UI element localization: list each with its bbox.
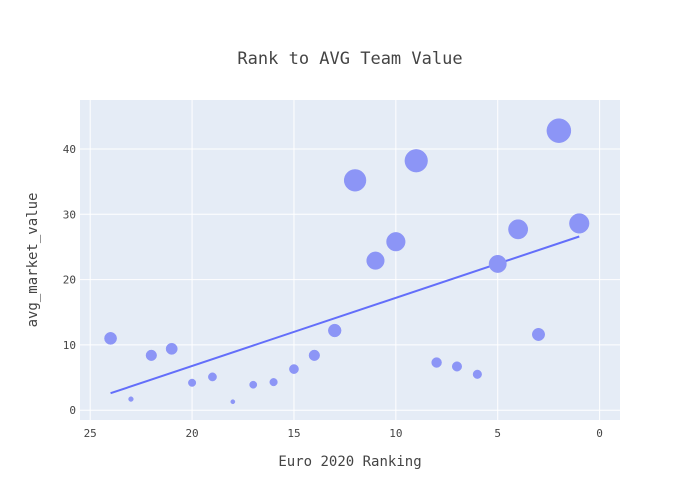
scatter-point <box>508 219 529 240</box>
plot-area <box>80 100 620 420</box>
scatter-point <box>328 323 342 338</box>
scatter-point <box>343 169 367 192</box>
y-tick-label: 40 <box>63 143 76 156</box>
scatter-point <box>366 251 385 270</box>
scatter-point <box>145 349 157 361</box>
x-tick-label: 25 <box>84 427 97 440</box>
y-tick-label: 20 <box>63 274 76 287</box>
scatter-point <box>431 357 442 368</box>
chart-title: Rank to AVG Team Value <box>237 49 462 69</box>
scatter-point <box>208 372 217 382</box>
scatter-point <box>404 149 428 173</box>
scatter-point <box>488 254 507 273</box>
y-tick-label: 30 <box>63 208 76 221</box>
scatter-point <box>249 380 258 389</box>
x-tick-label: 5 <box>494 427 501 440</box>
y-tick-label: 10 <box>63 339 76 352</box>
x-axis-ticks: 25 20 15 10 5 0 <box>84 427 603 440</box>
scatter-point <box>569 213 590 234</box>
y-axis-title: avg_market_value <box>25 193 41 328</box>
scatter-point <box>165 342 178 355</box>
x-axis-title: Euro 2020 Ranking <box>278 454 421 470</box>
scatter-point <box>128 396 134 402</box>
y-tick-label: 0 <box>69 404 76 417</box>
x-tick-label: 10 <box>389 427 402 440</box>
scatter-point <box>289 364 299 374</box>
scatter-point <box>269 378 278 387</box>
scatter-point <box>472 369 482 379</box>
scatter-point <box>531 327 545 341</box>
scatter-point <box>230 399 236 405</box>
x-tick-label: 20 <box>185 427 198 440</box>
scatter-point <box>546 118 572 143</box>
scatter-point <box>386 232 406 252</box>
x-tick-label: 0 <box>596 427 603 440</box>
scatter-point <box>188 378 197 387</box>
y-axis-ticks: 0 10 20 30 40 <box>63 143 76 417</box>
x-tick-label: 15 <box>287 427 300 440</box>
scatter-point <box>104 332 117 345</box>
scatter-point <box>308 349 320 361</box>
scatter-point <box>451 361 462 372</box>
points-layer <box>104 118 590 405</box>
